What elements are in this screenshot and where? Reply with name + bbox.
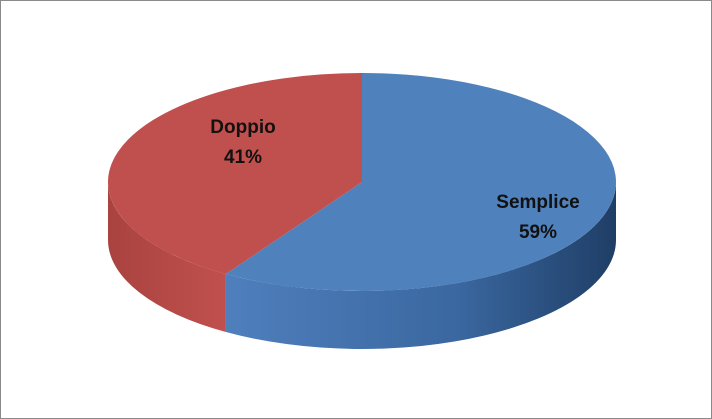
slice-label-doppio-name: Doppio (210, 117, 275, 138)
slice-label-semplice-percent: 59% (519, 222, 557, 243)
pie-slice-side-doppio (108, 182, 226, 333)
slice-label-semplice-name: Semplice (496, 192, 579, 213)
pie-slice-side-semplice (225, 182, 616, 349)
pie-slice-doppio (108, 72, 362, 275)
pie-slice-semplice (225, 73, 616, 291)
slice-label-doppio-percent: 41% (224, 147, 262, 168)
